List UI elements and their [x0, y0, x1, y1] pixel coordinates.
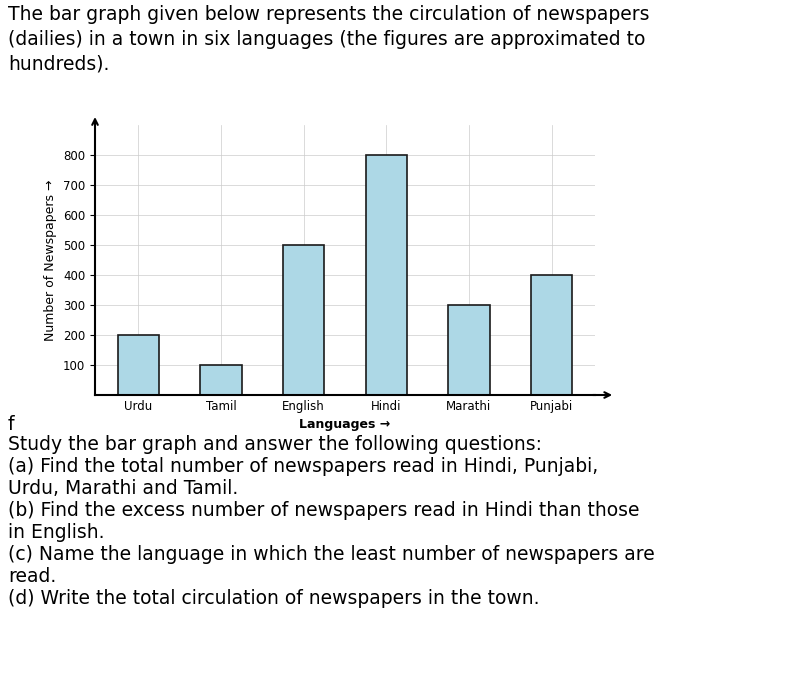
Text: Study the bar graph and answer the following questions:: Study the bar graph and answer the follo…: [8, 435, 542, 454]
Text: f: f: [8, 415, 14, 434]
Text: (b) Find the excess number of newspapers read in Hindi than those: (b) Find the excess number of newspapers…: [8, 501, 639, 520]
Bar: [448, 305, 490, 395]
Y-axis label: Number of Newspapers →: Number of Newspapers →: [45, 180, 58, 341]
Text: The bar graph given below represents the circulation of newspapers
(dailies) in : The bar graph given below represents the…: [8, 5, 650, 74]
Text: (d) Write the total circulation of newspapers in the town.: (d) Write the total circulation of newsp…: [8, 589, 539, 608]
Bar: [200, 365, 242, 395]
Text: read.: read.: [8, 567, 56, 586]
Bar: [366, 155, 407, 395]
Text: Urdu, Marathi and Tamil.: Urdu, Marathi and Tamil.: [8, 479, 238, 498]
Bar: [531, 275, 572, 395]
Text: (a) Find the total number of newspapers read in Hindi, Punjabi,: (a) Find the total number of newspapers …: [8, 457, 598, 476]
Bar: [283, 245, 324, 395]
Bar: [118, 335, 159, 395]
Text: in English.: in English.: [8, 523, 105, 542]
Text: (c) Name the language in which the least number of newspapers are: (c) Name the language in which the least…: [8, 545, 654, 564]
X-axis label: Languages →: Languages →: [299, 418, 390, 431]
